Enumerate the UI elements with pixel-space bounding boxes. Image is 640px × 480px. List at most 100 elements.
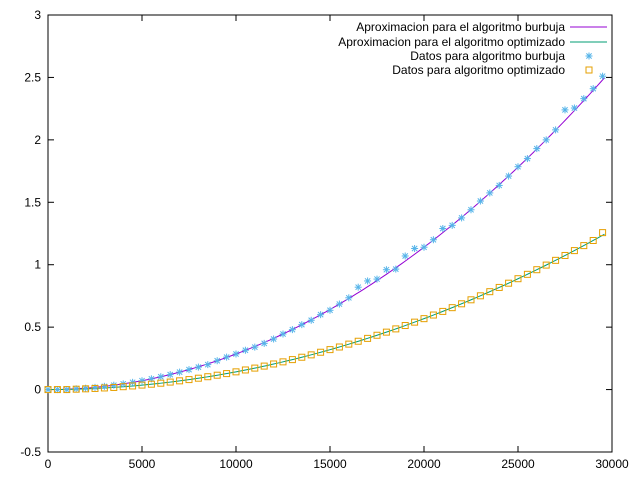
asterisk-stroke <box>242 347 249 354</box>
data-point <box>176 377 184 385</box>
data-point <box>213 357 221 365</box>
data-point <box>589 236 597 244</box>
y-tick-label: 0 <box>34 383 41 397</box>
data-point <box>232 368 240 376</box>
asterisk-stroke <box>45 386 51 393</box>
data-point <box>307 351 315 359</box>
data-point <box>138 377 146 385</box>
data-point <box>185 376 193 384</box>
asterisk-stroke <box>148 375 155 382</box>
data-point <box>53 386 61 394</box>
asterisk-stroke <box>505 173 512 180</box>
data-point <box>157 373 165 381</box>
data-point <box>486 288 494 296</box>
data-point <box>147 380 155 388</box>
asterisk-stroke <box>392 266 399 273</box>
x-tick-label: 5000 <box>129 457 156 471</box>
data-point <box>194 374 202 382</box>
asterisk-stroke <box>157 373 164 380</box>
x-tick-label: 30000 <box>595 457 629 471</box>
data-point <box>561 106 569 114</box>
data-point <box>72 385 80 393</box>
data-point <box>580 95 588 103</box>
asterisk-stroke <box>515 163 521 170</box>
series-layer <box>44 72 607 394</box>
data-point <box>345 294 353 302</box>
data-point <box>458 214 466 222</box>
data-point <box>185 366 193 374</box>
y-tick-label: 3 <box>34 8 41 22</box>
asterisk-stroke <box>590 85 597 92</box>
data-point <box>467 206 475 214</box>
y-tick-label: 1.5 <box>24 195 41 209</box>
data-point <box>458 300 466 308</box>
data-point <box>476 197 484 205</box>
data-point <box>270 335 278 343</box>
asterisk-stroke <box>317 311 324 318</box>
data-point <box>401 322 409 330</box>
data-point <box>589 85 597 93</box>
data-point <box>523 155 531 163</box>
data-point <box>514 163 522 171</box>
asterisk-stroke <box>421 244 427 251</box>
asterisk-stroke <box>383 266 390 273</box>
data-point <box>373 331 381 339</box>
y-tick-label: -0.5 <box>20 445 41 459</box>
data-point <box>241 366 249 374</box>
legend-entry: Aproximacion para el algoritmo optimizad… <box>338 35 607 49</box>
data-point <box>354 283 362 291</box>
data-point <box>288 326 296 334</box>
data-point <box>429 311 437 319</box>
asterisk-stroke <box>374 276 380 283</box>
asterisk-stroke <box>261 340 268 347</box>
data-point <box>138 381 146 389</box>
asterisk-stroke <box>167 371 174 378</box>
asterisk-stroke <box>543 136 550 143</box>
x-tick-label: 0 <box>45 457 52 471</box>
data-point <box>439 225 447 233</box>
x-axis: 0 5000 10000 15000 20000 25000 30000 <box>45 15 629 471</box>
data-point <box>552 256 560 264</box>
asterisk-stroke <box>533 145 540 152</box>
data-point <box>448 221 456 229</box>
asterisk-stroke <box>580 95 587 102</box>
asterisk-stroke <box>176 369 183 376</box>
asterisk-stroke <box>345 294 352 301</box>
data-point <box>279 358 287 366</box>
data-point <box>298 321 306 329</box>
asterisk-stroke <box>599 73 606 80</box>
asterisk-stroke <box>204 361 211 368</box>
data-point <box>251 364 259 372</box>
legend-label: Aproximacion para el algoritmo burbuja <box>356 20 565 34</box>
data-point <box>580 242 588 250</box>
series-4 <box>44 229 607 394</box>
data-point <box>533 145 541 153</box>
data-point <box>204 373 212 381</box>
series-1 <box>47 77 605 391</box>
data-point <box>307 316 315 324</box>
asterisk-stroke <box>129 379 136 386</box>
data-point <box>411 318 419 326</box>
data-point <box>223 370 231 378</box>
asterisk-stroke <box>73 385 80 392</box>
asterisk-stroke <box>571 105 578 111</box>
data-point <box>44 386 52 394</box>
asterisk-stroke <box>439 225 446 232</box>
data-point <box>599 229 607 237</box>
data-point <box>420 243 428 251</box>
asterisk-stroke <box>280 331 286 337</box>
data-point <box>533 266 541 274</box>
data-point <box>495 181 503 189</box>
legend-label: Datos para algoritmo burbuja <box>410 49 565 63</box>
y-tick-label: 0.5 <box>24 320 41 334</box>
data-point <box>476 292 484 300</box>
data-point <box>82 385 90 393</box>
data-point <box>204 361 212 369</box>
data-point <box>53 386 61 394</box>
data-point <box>382 266 390 274</box>
data-point <box>364 334 372 342</box>
legend-entry: Aproximacion para el algoritmo burbuja <box>356 20 607 34</box>
data-point <box>429 236 437 244</box>
data-point <box>326 306 334 314</box>
asterisk-stroke <box>562 106 568 113</box>
